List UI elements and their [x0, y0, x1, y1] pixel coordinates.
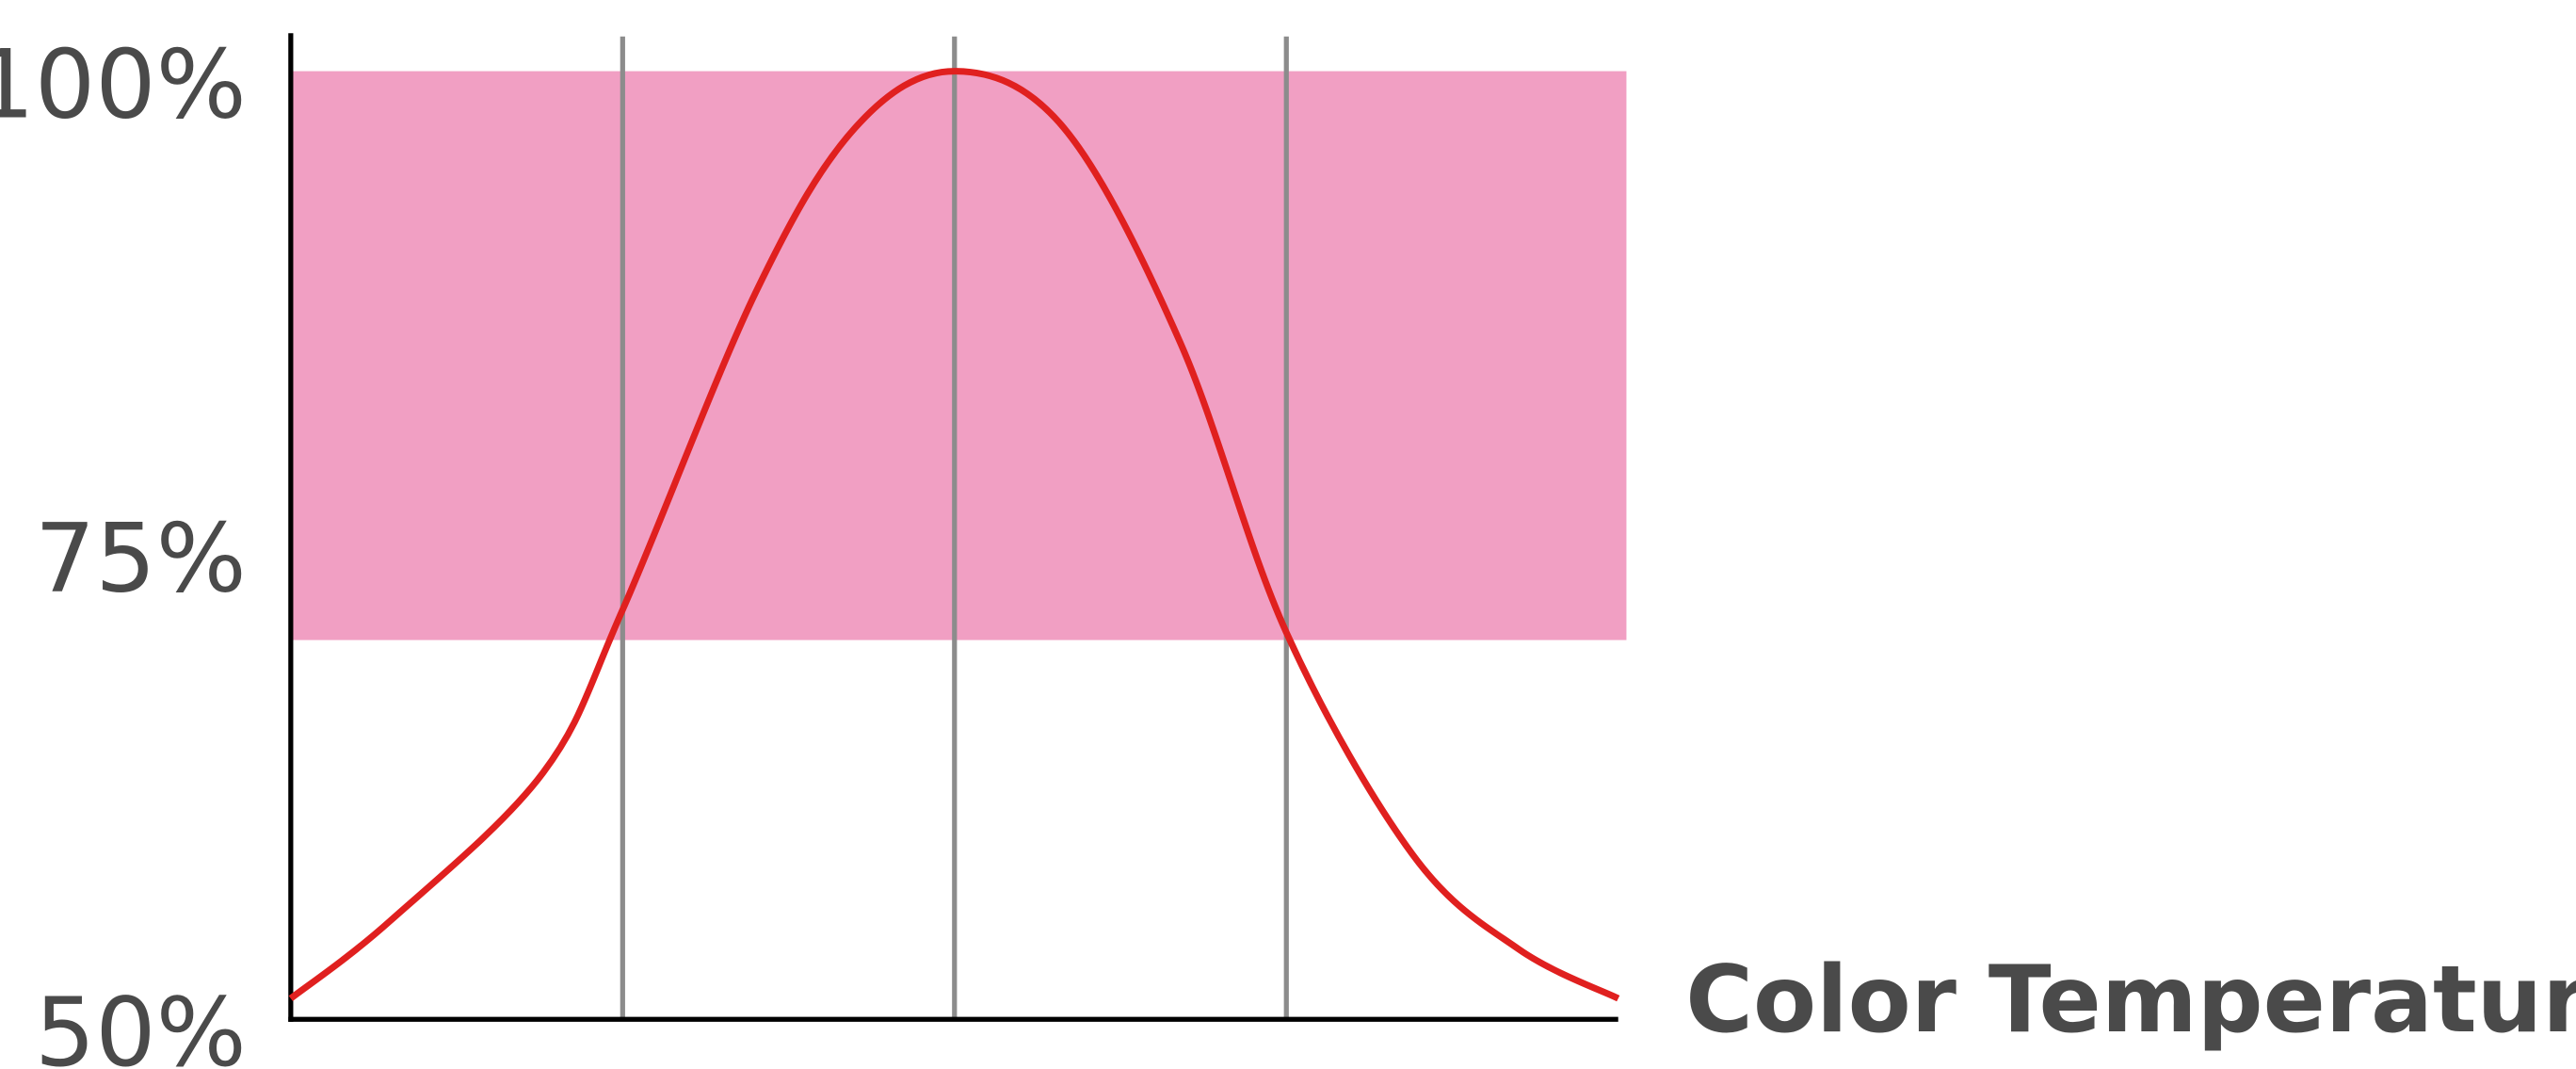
y-tick-label: 75%: [35, 503, 247, 614]
highlight-band: [290, 71, 1627, 640]
line-series: [288, 68, 1620, 1002]
y-tick-label: 100%: [0, 28, 247, 139]
x-axis-label: Color Temperature: [1685, 947, 2576, 1054]
y-tick-label: 50%: [35, 977, 247, 1069]
